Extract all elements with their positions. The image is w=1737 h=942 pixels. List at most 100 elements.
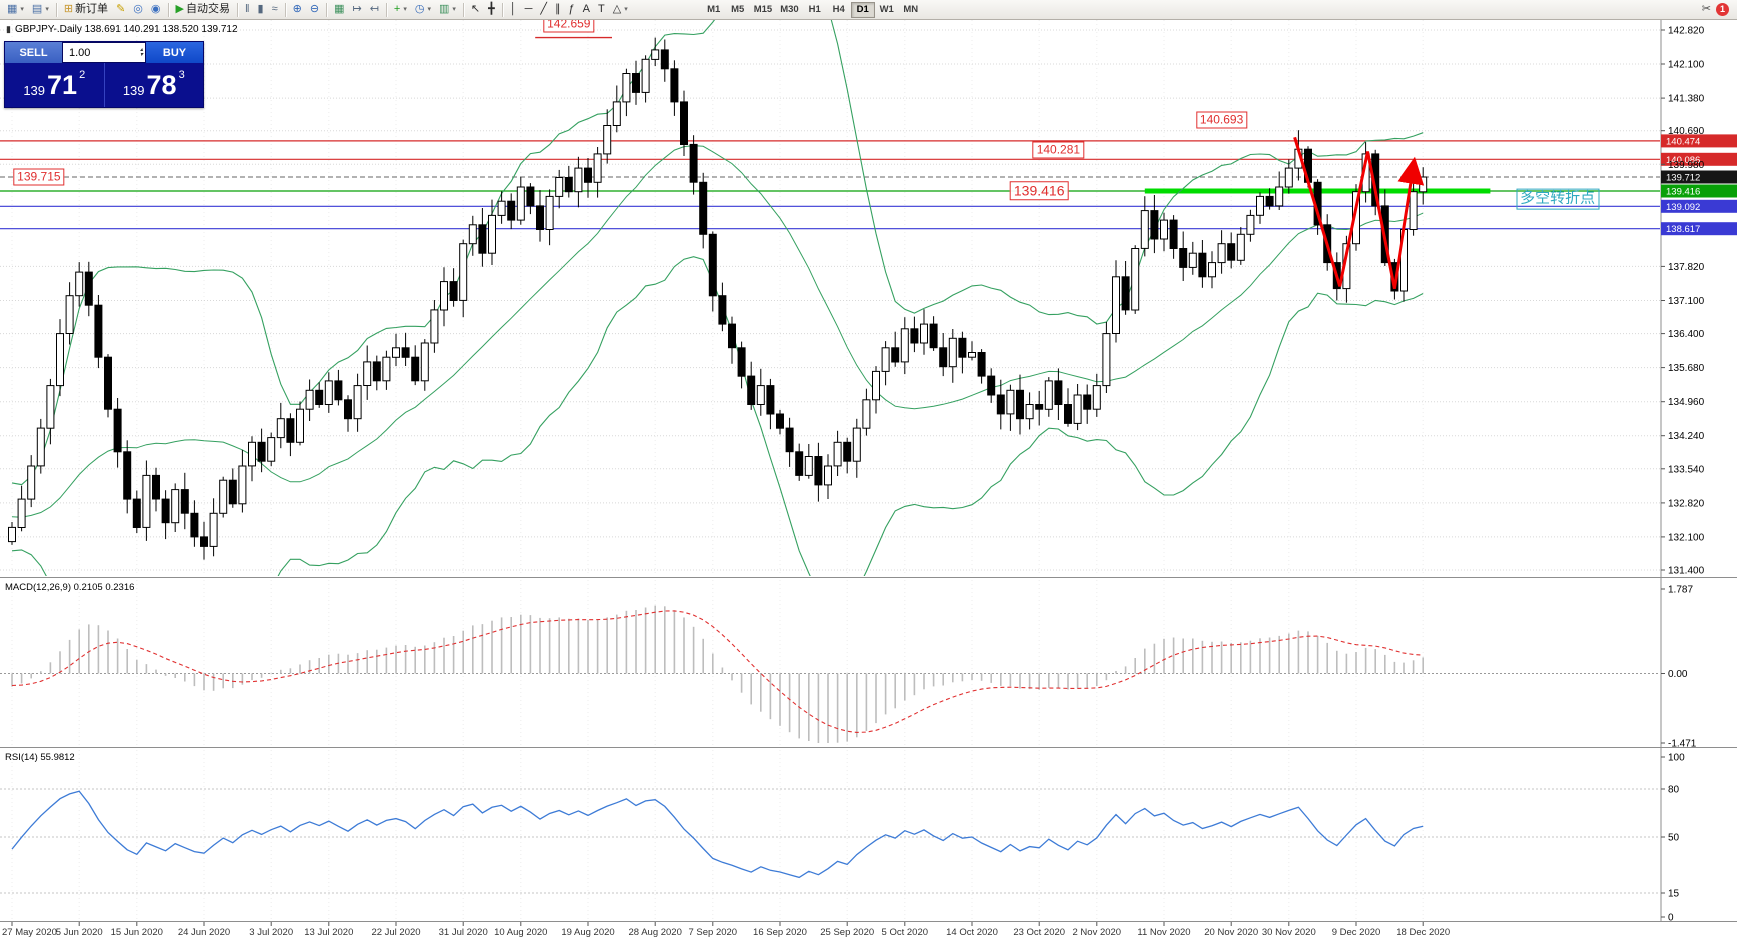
- vertical-line-button[interactable]: │: [506, 1, 521, 18]
- svg-text:139.416: 139.416: [1666, 187, 1700, 198]
- svg-text:139.092: 139.092: [1666, 202, 1700, 213]
- timeframe-mn[interactable]: MN: [899, 2, 923, 18]
- label-button[interactable]: T: [594, 1, 609, 18]
- tile-windows-button[interactable]: ▦: [330, 1, 348, 18]
- auto-scroll-button[interactable]: ↦: [348, 1, 365, 18]
- svg-text:142.100: 142.100: [1668, 60, 1705, 71]
- svg-text:132.820: 132.820: [1668, 498, 1705, 509]
- navigator-button[interactable]: ◉: [147, 1, 165, 18]
- fibonacci-icon: ƒ: [568, 3, 575, 15]
- periods-button[interactable]: ◷ ▾: [411, 1, 435, 18]
- svg-text:80: 80: [1668, 785, 1680, 796]
- timeframe-m1[interactable]: M1: [702, 2, 726, 18]
- crosshair-icon: ╋: [488, 3, 495, 15]
- shapes-button[interactable]: △ ▾: [609, 1, 632, 18]
- svg-text:19 Aug 2020: 19 Aug 2020: [561, 927, 614, 938]
- toolbar-separator: [326, 2, 328, 17]
- chart-caption: ▮ GBPJPY-.Daily 138.691 140.291 138.520 …: [6, 24, 238, 35]
- fibonacci-button[interactable]: ƒ: [565, 1, 579, 18]
- buy-button[interactable]: BUY: [146, 42, 203, 63]
- indicators-icon: +: [393, 3, 401, 15]
- zoom-in-button[interactable]: ⊕: [289, 1, 306, 18]
- sell-button[interactable]: SELL: [5, 42, 62, 63]
- svg-text:25 Sep 2020: 25 Sep 2020: [820, 927, 874, 938]
- svg-text:31 Jul 2020: 31 Jul 2020: [439, 927, 488, 938]
- toolbar-separator: [385, 2, 387, 17]
- zoom-out-button[interactable]: ⊖: [306, 1, 323, 18]
- svg-text:9 Dec 2020: 9 Dec 2020: [1332, 927, 1381, 938]
- svg-text:100: 100: [1668, 753, 1685, 764]
- ask-price-button[interactable]: 139 78 3: [105, 63, 204, 107]
- profiles-button[interactable]: ▤ ▾: [28, 1, 53, 18]
- detach-chart-icon[interactable]: ✂: [1701, 3, 1711, 15]
- toolbar: ▦ ▾ ▤ ▾ ⊞ 新订单 ✎ ◎ ◉ ▶ 自动交易 ‖ ▮ ≈ ⊕ ⊖ ▦ ↦ ↤ + ▾ ◷ ▾ ▥ ▾ ↖ ╋ │ ─ ╱ ∥ ƒ A T △…: [0, 0, 1737, 20]
- crosshair-button[interactable]: ╋: [484, 1, 499, 18]
- key-level-label[interactable]: 139.416: [1009, 181, 1069, 201]
- candlestick-chart-icon: ▮: [257, 3, 264, 15]
- volume-stepper[interactable]: ▴ ▾: [139, 46, 143, 58]
- price-pane: [8, 20, 1428, 576]
- svg-text:28 Aug 2020: 28 Aug 2020: [629, 927, 682, 938]
- horizontal-line-button[interactable]: ─: [521, 1, 537, 18]
- left-price-label[interactable]: 139.715: [13, 168, 65, 186]
- svg-text:0: 0: [1668, 913, 1674, 924]
- svg-text:15: 15: [1668, 889, 1680, 900]
- toolbar-right: ✂ 1: [1702, 3, 1734, 16]
- timeframe-w1[interactable]: W1: [875, 2, 899, 18]
- notifications-badge[interactable]: 1: [1716, 3, 1729, 16]
- bid-prefix: 139: [23, 82, 46, 98]
- svg-text:0.00: 0.00: [1668, 669, 1688, 680]
- navigator-icon: ◉: [150, 3, 161, 15]
- chevron-down-icon: ▾: [427, 6, 431, 13]
- cursor-button[interactable]: ↖: [467, 1, 484, 18]
- cursor-icon: ↖: [470, 3, 481, 15]
- resistance-label-1[interactable]: 140.693: [1195, 111, 1248, 129]
- chevron-down-icon: ▾: [452, 6, 456, 13]
- svg-text:10 Aug 2020: 10 Aug 2020: [494, 927, 547, 938]
- volume-field[interactable]: 1.00 ▴ ▾: [62, 42, 146, 63]
- market-watch-button[interactable]: ◎: [129, 1, 147, 18]
- timeframe-h4[interactable]: H4: [827, 2, 851, 18]
- resistance-label-2[interactable]: 140.281: [1032, 141, 1085, 159]
- chart-shift-button[interactable]: ↤: [366, 1, 383, 18]
- svg-text:133.540: 133.540: [1668, 464, 1705, 475]
- ask-pips: 78: [146, 69, 177, 100]
- text-button[interactable]: A: [579, 1, 594, 18]
- bid-price-button[interactable]: 139 71 2: [5, 63, 104, 107]
- channel-button[interactable]: ∥: [551, 1, 565, 18]
- autotrading-button[interactable]: ▶ 自动交易: [172, 1, 234, 18]
- bar-chart-button[interactable]: ‖: [241, 1, 254, 18]
- svg-text:11 Nov 2020: 11 Nov 2020: [1137, 927, 1190, 938]
- trendline-button[interactable]: ╱: [536, 1, 551, 18]
- toolbar-separator: [236, 2, 238, 17]
- svg-text:138.617: 138.617: [1666, 224, 1700, 235]
- svg-text:50: 50: [1668, 833, 1680, 844]
- toolbar-separator: [501, 2, 503, 17]
- new-order-button[interactable]: ⊞ 新订单: [60, 1, 112, 18]
- svg-text:139.712: 139.712: [1666, 173, 1700, 184]
- toolbar-separator: [55, 2, 57, 17]
- horizontal-line-icon: ─: [524, 3, 533, 15]
- timeframe-m15[interactable]: M15: [750, 2, 776, 18]
- timeframe-d1[interactable]: D1: [850, 1, 875, 18]
- line-chart-button[interactable]: ≈: [268, 1, 282, 18]
- timeframe-h1[interactable]: H1: [803, 2, 827, 18]
- svg-text:16 Sep 2020: 16 Sep 2020: [753, 927, 807, 938]
- indicators-button[interactable]: + ▾: [390, 1, 411, 18]
- templates-button[interactable]: ▥ ▾: [435, 1, 460, 18]
- candlestick-chart-button[interactable]: ▮: [254, 1, 268, 18]
- metaeditor-icon: ✎: [116, 3, 126, 15]
- svg-text:20 Nov 2020: 20 Nov 2020: [1204, 927, 1258, 938]
- chevron-down-icon: ▾: [624, 6, 628, 13]
- periods-icon: ◷: [414, 3, 425, 15]
- timeframe-m30[interactable]: M30: [776, 2, 802, 18]
- timeframe-m5[interactable]: M5: [726, 2, 750, 18]
- turning-point-label[interactable]: 多空转折点: [1516, 188, 1600, 210]
- chart-caption-text: GBPJPY-.Daily 138.691 140.291 138.520 13…: [14, 24, 238, 35]
- svg-text:15 Jun 2020: 15 Jun 2020: [111, 927, 163, 938]
- new-chart-button[interactable]: ▦ ▾: [3, 1, 28, 18]
- metaeditor-button[interactable]: ✎: [112, 1, 129, 18]
- zoom-in-icon: ⊕: [292, 3, 302, 15]
